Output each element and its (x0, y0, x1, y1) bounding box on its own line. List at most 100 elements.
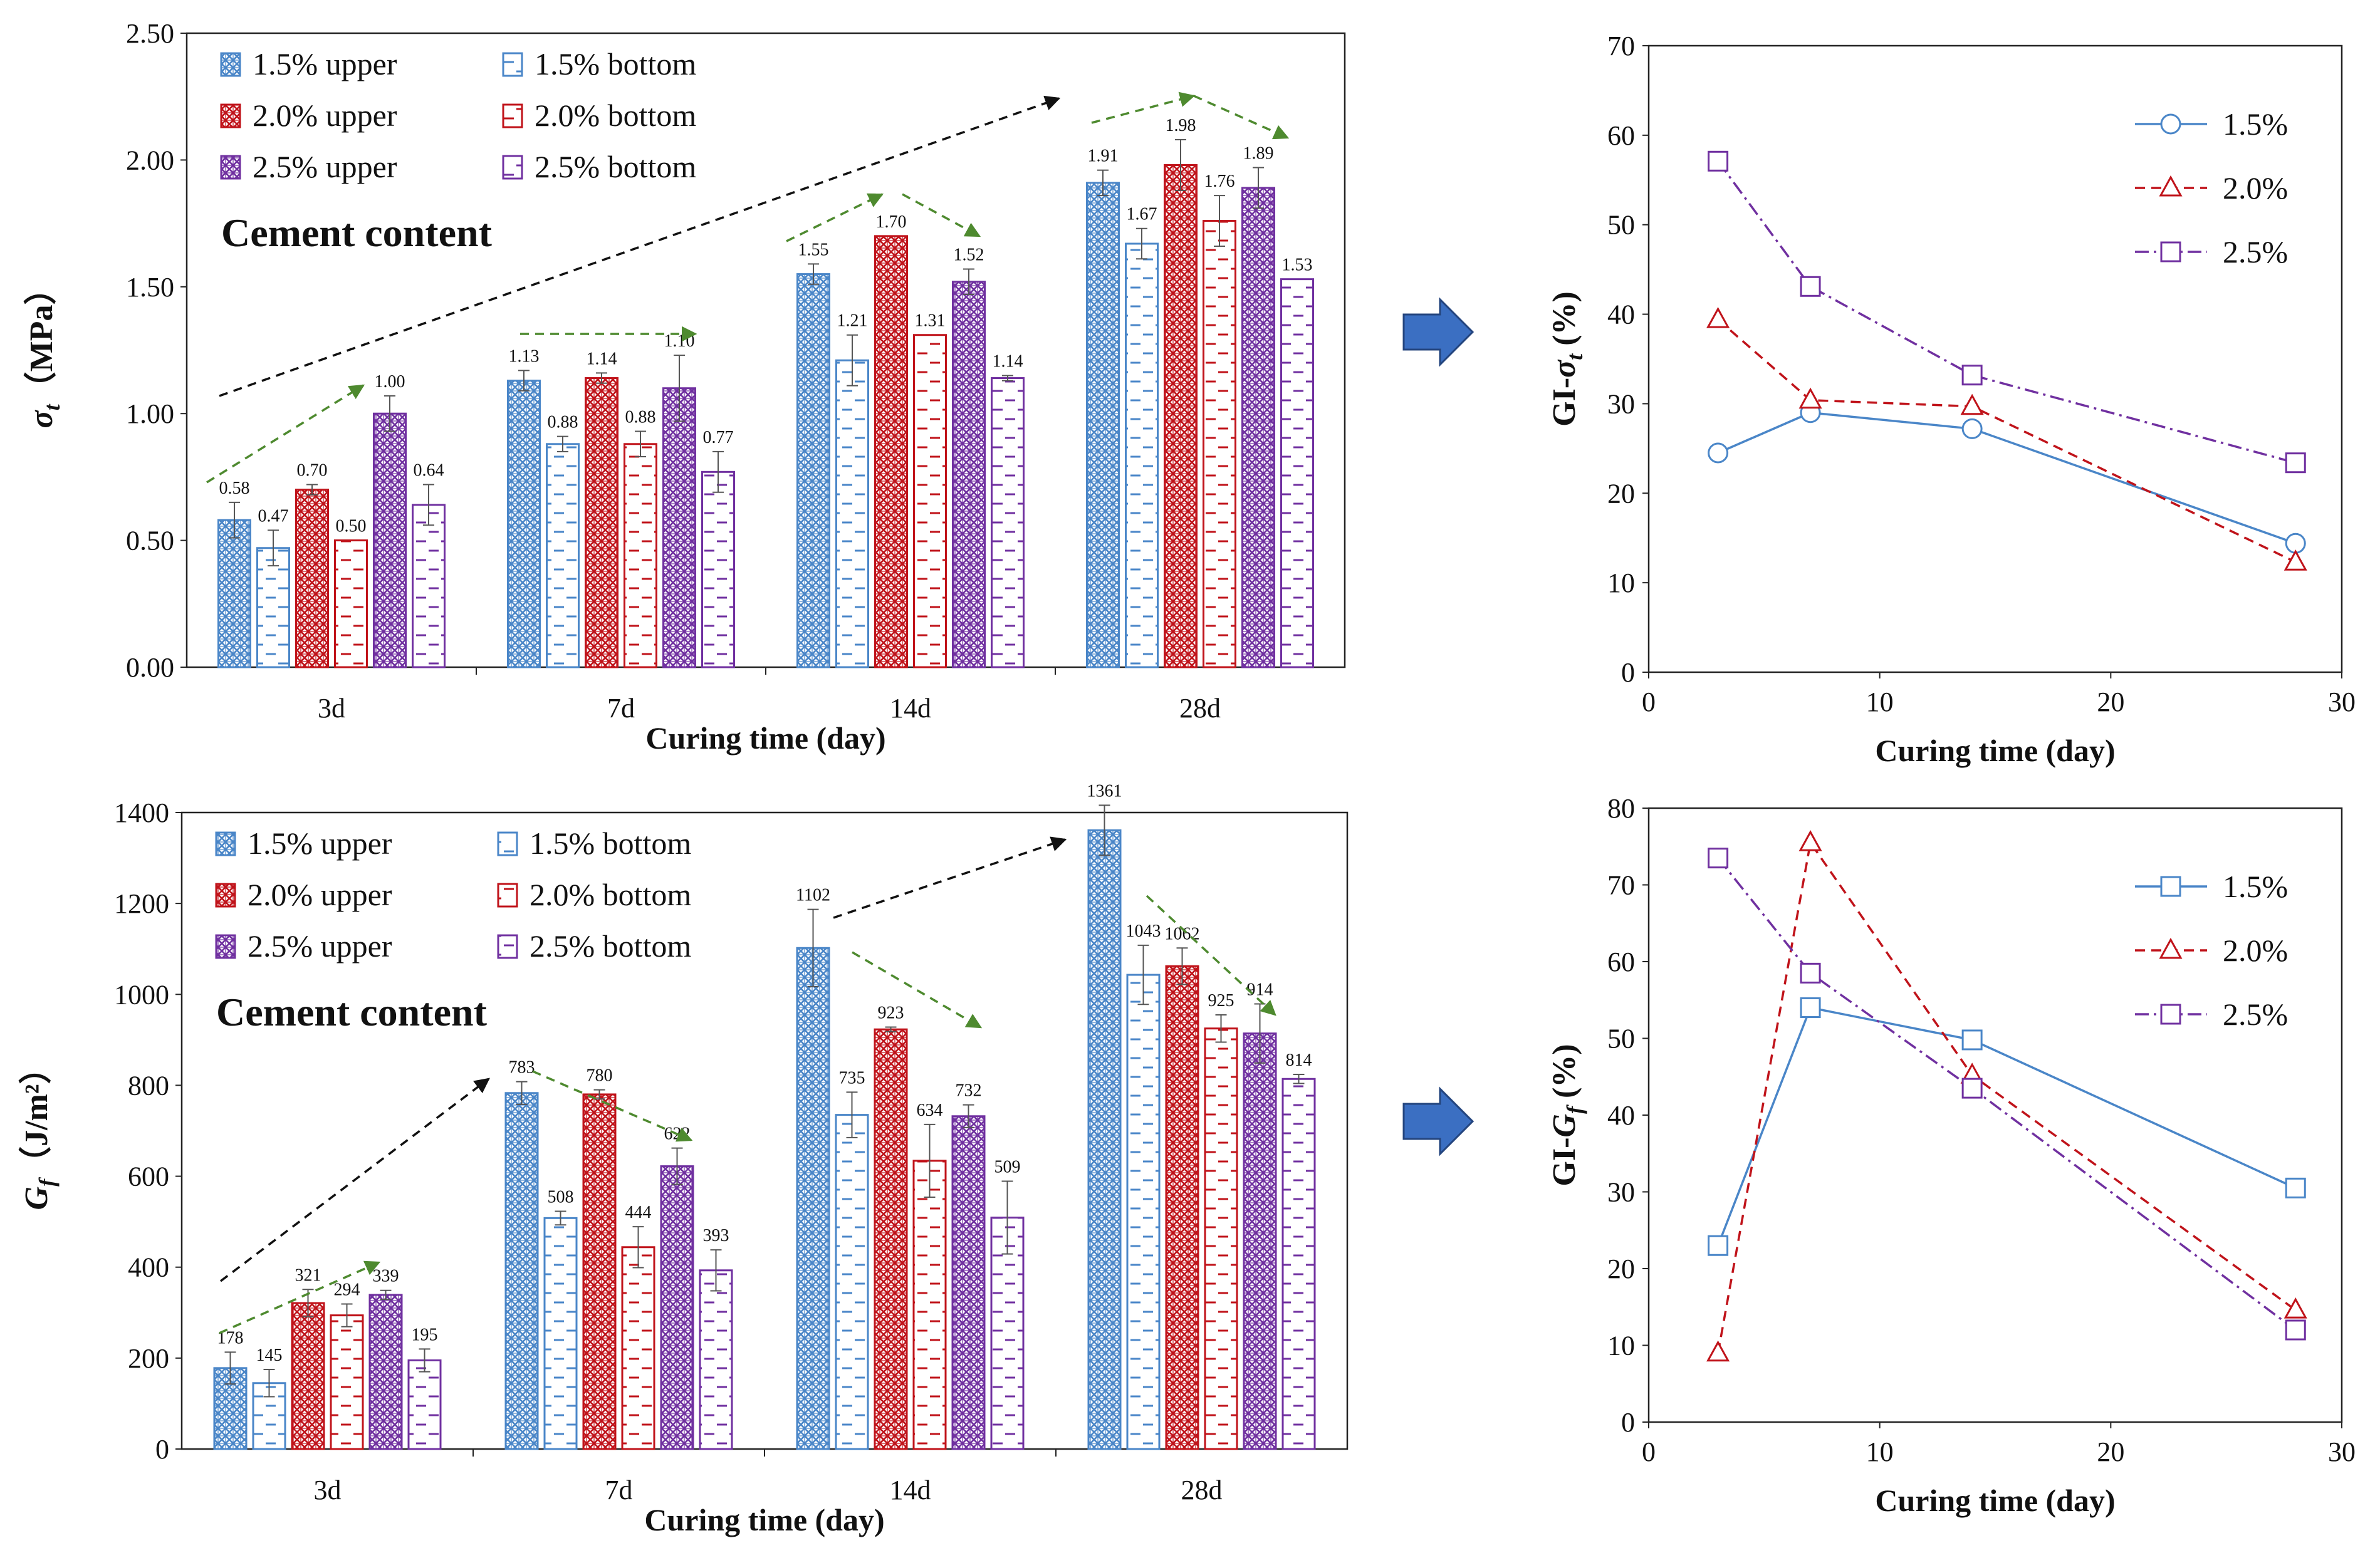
data-label: 0.88 (548, 413, 578, 432)
series-line-2-5 (1717, 160, 2296, 464)
y-axis-label: GI-σt (%) (1547, 291, 1587, 427)
legend-label-2-5-upper: 2.5% upper (253, 149, 397, 184)
data-label: 195 (412, 1325, 438, 1344)
bar-2-5-upper-14d (951, 1115, 986, 1450)
bar-2-0-bottom-7d (621, 1246, 655, 1450)
legend-swatch-2-0-upper (215, 883, 236, 908)
trend-arrow (532, 1070, 693, 1142)
data-label: 1043 (1126, 922, 1161, 941)
point-2-0-3 (1706, 1340, 1730, 1362)
y-tick-label: 1.00 (126, 398, 174, 429)
bar-2-5-upper-28d (1243, 1032, 1277, 1450)
legend-swatch-2-0-upper (220, 103, 241, 128)
point-2-5-14 (1961, 1078, 1983, 1099)
point-2-5-7 (1800, 276, 1821, 297)
legend-swatch-2-5-bottom (502, 155, 523, 180)
y-tick-label: 20 (1607, 1254, 1635, 1284)
legend-label-2-0-upper: 2.0% upper (253, 98, 397, 133)
bar-1-5-bottom-14d (835, 359, 869, 668)
x-tick-label: 10 (1866, 687, 1894, 717)
line-chart-gi-sigma-line: 0 10 20 30 40 50 60 70 0 10 20 30 Curing time (day) G… (1547, 31, 2356, 768)
bar-2-0-upper-7d (585, 377, 618, 668)
data-label: 1.14 (587, 349, 617, 368)
point-2-5-28 (2285, 452, 2306, 474)
data-label: 444 (625, 1203, 652, 1222)
point-2-0-7 (1798, 830, 1822, 851)
x-tick-label: 10 (1866, 1436, 1894, 1467)
point-2-5-3 (1708, 150, 1729, 172)
legend-label-2-5-bottom: 2.5% bottom (535, 149, 696, 184)
legend-label-1-5-bottom: 1.5% bottom (530, 826, 691, 861)
trend-arrow (206, 384, 365, 484)
legend-swatch-1-5-upper (220, 52, 241, 77)
series-line-2-0 (1716, 839, 2297, 1354)
y-tick-label: 20 (1607, 478, 1635, 509)
data-label: 1.53 (1282, 256, 1313, 275)
data-label: 783 (509, 1058, 535, 1078)
legend-swatch-1-5-bottom (497, 831, 518, 856)
point-2-5-14 (1961, 365, 1983, 386)
bar-2-5-upper-3d (373, 412, 407, 668)
data-label: 923 (878, 1004, 904, 1023)
data-label: 1.91 (1088, 147, 1119, 166)
y-axis-label: GI-Gf (%) (1547, 1044, 1587, 1186)
bar-chart-sigma-bar: 0.00 0.50 1.00 1.50 2.00 2.50 3d 0.58 0.47 0.70 0.… (23, 18, 1346, 756)
bar-1-5-upper-3d (217, 519, 251, 668)
y-tick-label: 30 (1607, 1177, 1635, 1208)
x-tick-label: 3d (318, 693, 345, 724)
bar-1-5-upper-7d (507, 380, 541, 668)
data-label: 732 (956, 1081, 982, 1101)
bar-2-0-upper-28d (1164, 164, 1198, 668)
y-axis-label: σt（MPa） (23, 273, 65, 429)
bar-2-5-bottom-28d (1281, 1078, 1316, 1450)
point-1-5-14 (1961, 418, 1983, 439)
data-label: 1.14 (993, 351, 1023, 371)
y-tick-label: 0.00 (126, 652, 174, 683)
y-tick-label: 80 (1607, 793, 1635, 824)
bar-2-5-bottom-28d (1280, 278, 1314, 668)
data-label: 1.13 (509, 346, 540, 366)
legend-marker-2-0 (2159, 175, 2183, 197)
y-tick-label: 600 (128, 1161, 169, 1192)
point-1-5-3 (1708, 442, 1729, 464)
bar-2-5-bottom-7d (701, 470, 735, 668)
data-label: 1.31 (915, 311, 946, 331)
point-1-5-7 (1800, 997, 1821, 1018)
point-2-5-3 (1708, 848, 1729, 869)
legend-swatch-2-0-bottom (502, 103, 523, 128)
data-label: 914 (1247, 980, 1273, 1000)
data-label: 0.58 (219, 479, 250, 498)
trend-arrow (786, 193, 884, 242)
data-label: 1.00 (375, 372, 405, 392)
legend-marker-2-5 (2160, 241, 2181, 262)
bar-2-5-upper-28d (1241, 187, 1275, 668)
bar-2-5-bottom-14d (990, 1217, 1025, 1450)
x-tick-label: 0 (1642, 687, 1656, 717)
y-tick-label: 60 (1607, 947, 1635, 977)
x-tick-label: 28d (1181, 1475, 1223, 1505)
bar-2-0-upper-7d (582, 1093, 617, 1450)
y-tick-label: 40 (1607, 1100, 1635, 1131)
bar-2-0-upper-14d (874, 235, 908, 668)
data-label: 0.47 (258, 506, 289, 526)
y-tick-label: 1000 (114, 979, 169, 1010)
y-tick-label: 30 (1607, 388, 1635, 419)
legend: 1.5% upper 1.5% bottom 2.0% upper 2.0% bott… (220, 46, 696, 184)
trend-arrow (219, 1078, 490, 1282)
bar-2-0-bottom-28d (1203, 220, 1236, 668)
data-label: 1.67 (1127, 205, 1157, 224)
legend-label-2-0: 2.0% (2223, 933, 2288, 968)
bar-2-0-bottom-28d (1204, 1027, 1238, 1450)
y-axis-label: Gf（J/m²） (18, 1052, 60, 1210)
y-tick-label: 1400 (114, 797, 169, 828)
x-tick-label: 30 (2328, 1436, 2356, 1467)
legend-label-1-5: 1.5% (2223, 869, 2288, 904)
point-1-5-14 (1961, 1029, 1983, 1051)
point-2-0-3 (1706, 307, 1730, 328)
bar-2-5-upper-3d (368, 1294, 403, 1450)
series-line-1-5 (1716, 1006, 2296, 1246)
legend: 1.5% upper 1.5% bottom 2.0% upper 2.0% bott… (215, 826, 691, 964)
y-tick-label: 200 (128, 1343, 169, 1374)
series-line-2-0 (1717, 318, 2297, 563)
